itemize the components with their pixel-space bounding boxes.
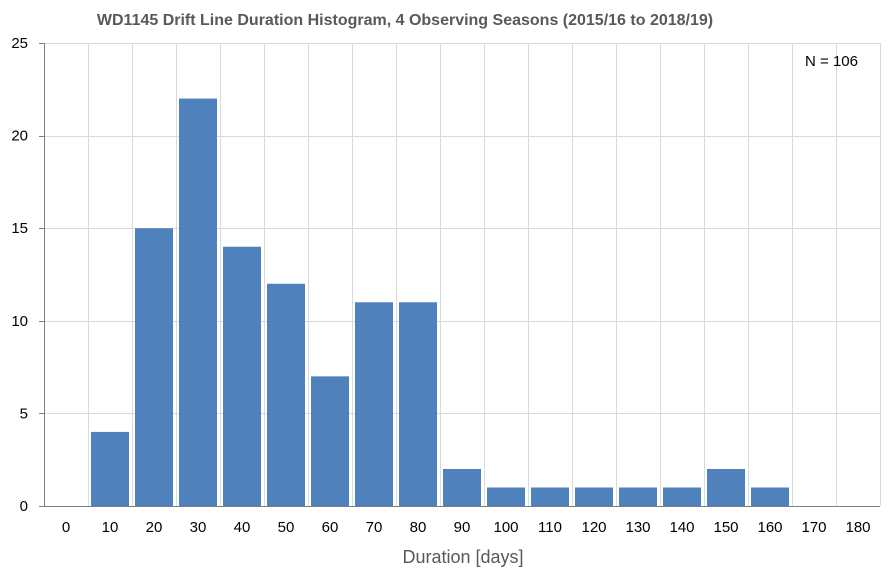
bar-140 [663,487,701,506]
grid-lines [44,43,881,507]
bar-150 [707,468,745,506]
x-tick-label: 80 [410,519,427,536]
bar-110 [531,487,569,506]
x-tick-label: 10 [102,519,119,536]
y-tick-label: 25 [11,35,28,52]
y-tick-label: 0 [20,498,28,515]
bar-80 [399,302,437,506]
x-tick-label: 150 [713,519,738,536]
x-tick-label: 170 [801,519,826,536]
y-tick-label: 20 [11,128,28,145]
x-tick-label: 60 [322,519,339,536]
x-tick-label: 110 [538,519,562,536]
bar-100 [487,487,525,506]
x-tick-labels: 0 10 20 30 40 50 60 70 80 90 100 110 120 130 140 150 160… [62,519,871,536]
bar-90 [443,468,481,506]
y-tick-label: 10 [11,313,28,330]
chart-title: WD1145 Drift Line Duration Histogram, 4 … [97,12,713,29]
bar-20 [135,228,173,506]
bars [91,98,789,506]
bar-40 [223,246,261,506]
y-tick-labels: 0 5 10 15 20 25 [11,35,28,515]
bar-10 [91,431,129,506]
axes [39,43,880,507]
x-tick-label: 50 [278,519,295,536]
x-tick-label: 70 [366,519,383,536]
x-tick-label: 30 [190,519,207,536]
x-tick-label: 40 [234,519,251,536]
x-tick-label: 100 [493,519,518,536]
bar-120 [575,487,613,506]
x-tick-label: 20 [146,519,163,536]
x-tick-label: 120 [581,519,606,536]
bar-50 [267,283,305,506]
sample-size-annotation: N = 106 [805,53,858,70]
x-tick-label: 160 [757,519,782,536]
bar-70 [355,302,393,506]
bar-130 [619,487,657,506]
x-tick-label: 90 [454,519,471,536]
x-tick-label: 140 [669,519,694,536]
x-tick-label: 0 [62,519,70,536]
x-axis-title: Duration [days] [402,547,523,567]
bar-60 [311,376,349,506]
y-tick-label: 5 [20,405,28,422]
x-tick-label: 180 [845,519,870,536]
y-tick-label: 15 [11,220,28,237]
x-tick-label: 130 [625,519,650,536]
bar-160 [751,487,789,506]
bar-30 [179,98,217,506]
